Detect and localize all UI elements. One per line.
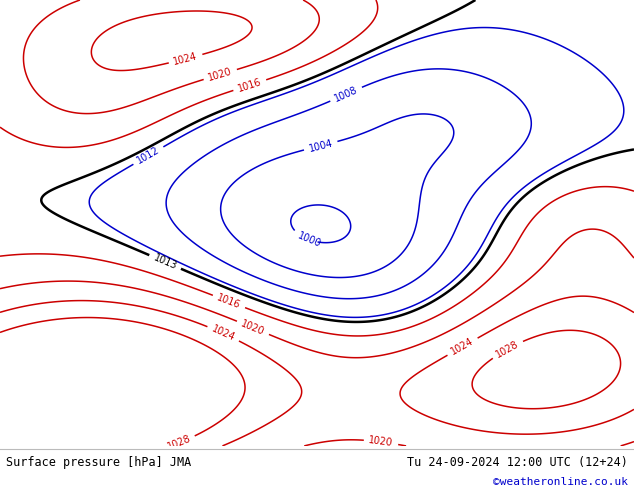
Text: Surface pressure [hPa] JMA: Surface pressure [hPa] JMA [6,456,191,469]
Text: 1024: 1024 [450,336,476,357]
Text: 1004: 1004 [307,138,334,153]
Text: 1028: 1028 [495,339,521,360]
Text: 1028: 1028 [165,434,192,452]
Text: Tu 24-09-2024 12:00 UTC (12+24): Tu 24-09-2024 12:00 UTC (12+24) [407,456,628,469]
Text: 1020: 1020 [368,436,394,448]
Text: 1016: 1016 [236,76,263,94]
Text: 1024: 1024 [210,324,236,343]
Text: ©weatheronline.co.uk: ©weatheronline.co.uk [493,477,628,487]
Text: 1016: 1016 [216,293,242,311]
Text: 1008: 1008 [333,85,359,104]
Text: 1024: 1024 [172,51,199,67]
Text: 1013: 1013 [152,252,178,271]
Text: 1020: 1020 [240,318,266,337]
Text: 1012: 1012 [135,145,162,166]
Text: 1000: 1000 [296,230,322,249]
Text: 1020: 1020 [207,66,233,83]
